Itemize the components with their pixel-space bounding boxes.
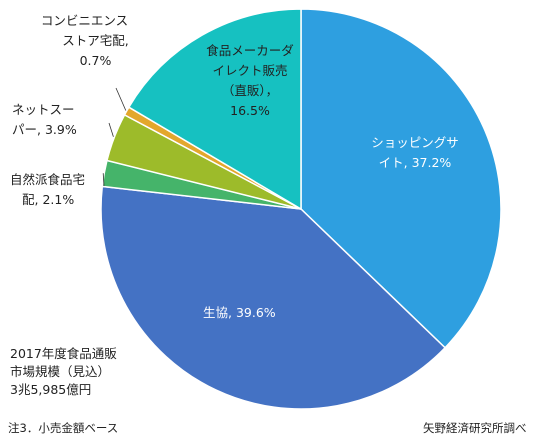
- leader-line-natural-food-delivery: [102, 173, 105, 187]
- label-coop-line1: 生協, 39.6%: [203, 305, 276, 320]
- market-size-line2: 市場規模（見込）: [10, 364, 111, 379]
- leader-line-net-supermarket: [108, 122, 114, 137]
- slice-food-maker-direct: [127, 8, 302, 211]
- label-shopping-site: ショッピングサ イト, 37.2%: [355, 133, 475, 173]
- label-food-maker-direct-line3: （直販），: [221, 83, 279, 98]
- label-natural-food-delivery-line1: 自然派食品宅: [10, 172, 86, 187]
- label-shopping-site-line2: イト, 37.2%: [378, 155, 452, 170]
- market-size-note: 2017年度食品通販 市場規模（見込） 3兆5,985億円: [10, 345, 117, 399]
- label-food-maker-direct-line1: 食品メーカーダ: [206, 43, 294, 58]
- label-shopping-site-line1: ショッピングサ: [371, 135, 459, 150]
- label-convenience-store-delivery-line2: ストア宅配,: [62, 33, 129, 48]
- label-food-maker-direct: 食品メーカーダ イレクト販売 （直販）， 16.5%: [185, 41, 315, 121]
- label-coop: 生協, 39.6%: [203, 303, 276, 323]
- label-convenience-store-delivery: コンビニエンス ストア宅配, 0.7%: [22, 11, 147, 71]
- footnote: 注3．小売金額ベース: [8, 421, 119, 435]
- label-natural-food-delivery-line2: 配, 2.1%: [22, 192, 75, 207]
- slice-coop: [100, 185, 447, 410]
- leader-line-convenience-store-delivery: [115, 87, 127, 111]
- label-net-supermarket-line2: パー, 3.9%: [12, 122, 77, 137]
- label-food-maker-direct-line2: イレクト販売: [212, 63, 288, 78]
- label-food-maker-direct-line4: 16.5%: [230, 103, 270, 118]
- source-note: 矢野経済研究所調べ: [423, 421, 527, 435]
- label-net-supermarket: ネットスー パー, 3.9%: [12, 100, 77, 140]
- label-convenience-store-delivery-line1: コンビニエンス: [40, 13, 129, 28]
- market-size-line1: 2017年度食品通販: [10, 346, 117, 361]
- label-net-supermarket-line1: ネットスー: [12, 102, 75, 117]
- market-size-line3: 3兆5,985億円: [10, 382, 92, 397]
- slice-shopping-site: [300, 8, 502, 349]
- label-convenience-store-delivery-line3: 0.7%: [79, 53, 112, 68]
- label-natural-food-delivery: 自然派食品宅 配, 2.1%: [10, 170, 85, 210]
